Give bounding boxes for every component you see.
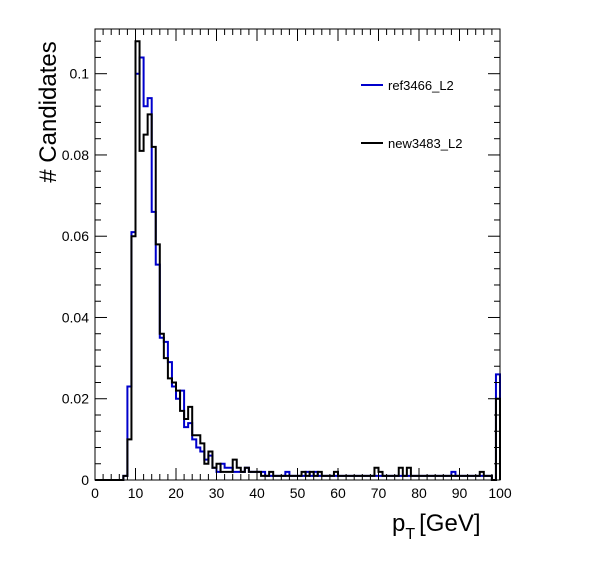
tick-label-layer: 0 10 20 30 40 50 60 70 80 90 100 0 0.02 0.04 0.06 0.08 0… [62, 66, 512, 501]
y-tick-label: 0.04 [62, 309, 89, 325]
y-tick-label: 0.06 [62, 228, 89, 244]
legend: ref3466_L2 new3483_L2 [356, 63, 476, 163]
x-axis-title: pT [GeV] [392, 510, 481, 543]
x-tick-label: 50 [290, 485, 306, 501]
x-tick-label: 90 [452, 485, 468, 501]
x-tick-label: 70 [371, 485, 387, 501]
x-tick-label: 80 [411, 485, 427, 501]
x-tick-label: 100 [488, 485, 512, 501]
legend-background [356, 63, 476, 163]
legend-label-ref3466: ref3466_L2 [388, 78, 454, 93]
x-tick-label: 20 [168, 485, 184, 501]
y-tick-label: 0.02 [62, 391, 89, 407]
y-tick-label: 0.1 [70, 66, 90, 82]
x-tick-label: 0 [91, 485, 99, 501]
y-axis-title: # Candidates [35, 41, 62, 182]
x-axis-title-main: p [392, 510, 405, 537]
legend-label-new3483: new3483_L2 [388, 136, 462, 151]
y-tick-label: 0.08 [62, 147, 89, 163]
x-axis-title-unit: [GeV] [419, 510, 480, 537]
x-tick-label: 40 [249, 485, 265, 501]
x-tick-label: 10 [128, 485, 144, 501]
x-axis-title-subscript: T [405, 526, 415, 543]
tick-layer [94, 29, 501, 481]
y-tick-label: 0 [81, 472, 89, 488]
x-tick-label: 60 [330, 485, 346, 501]
x-tick-label: 30 [209, 485, 225, 501]
